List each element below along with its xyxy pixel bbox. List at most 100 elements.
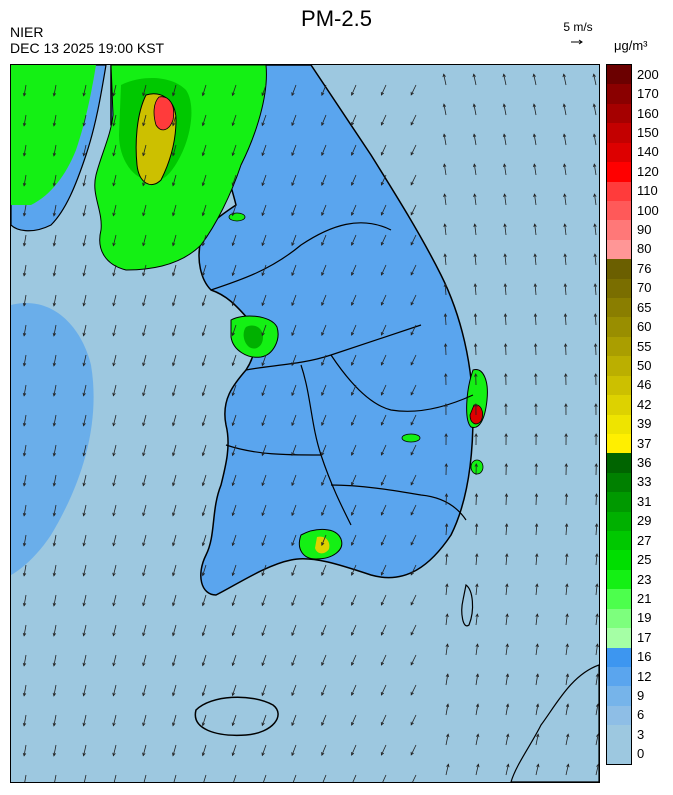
wind-vector-head — [534, 403, 538, 407]
wind-vector-head — [321, 542, 325, 547]
wind-vector-head — [446, 763, 450, 768]
wind-vector-head — [112, 122, 116, 127]
wind-vector — [381, 174, 387, 186]
wind-vector — [595, 614, 598, 626]
wind-vector — [533, 164, 537, 176]
wind-vector — [232, 234, 237, 246]
wind-vector-head — [231, 572, 235, 577]
wind-vector — [53, 504, 57, 516]
wind-vector — [505, 764, 509, 776]
wind-vector — [443, 74, 447, 86]
wind-vector-head — [201, 692, 206, 697]
wind-vector-head — [231, 92, 235, 97]
wind-vector — [410, 534, 417, 546]
wind-vector-head — [502, 73, 506, 78]
wind-vector-head — [533, 343, 538, 347]
wind-vector-head — [562, 133, 567, 138]
wind-vector — [291, 414, 297, 426]
wind-vector — [113, 654, 117, 666]
wind-vector-head — [112, 332, 116, 337]
wind-vector — [475, 493, 477, 506]
wind-vector — [474, 254, 477, 266]
wind-vector-head — [563, 313, 568, 317]
wind-vector — [142, 84, 147, 96]
wind-vector-head — [594, 463, 598, 467]
wind-vector — [505, 493, 507, 506]
wind-vector-head — [142, 182, 146, 187]
wind-vector — [505, 614, 508, 626]
wind-vector-head — [172, 152, 176, 157]
wind-vector — [53, 714, 57, 726]
wind-vector — [410, 594, 417, 606]
wind-vector-head — [52, 602, 57, 607]
wind-vector-head — [380, 331, 385, 336]
legend-swatch — [607, 239, 631, 260]
wind-vector — [410, 744, 417, 756]
legend-label: 60 — [637, 319, 652, 335]
wind-vector-head — [535, 583, 539, 588]
legend-label: 50 — [637, 357, 652, 373]
wind-vector — [113, 414, 117, 426]
wind-vector — [172, 294, 177, 306]
wind-vector-head — [261, 362, 265, 367]
legend-label: 21 — [637, 590, 652, 606]
wind-vector-head — [231, 182, 235, 187]
wind-vector — [23, 144, 27, 156]
wind-vector-head — [443, 223, 447, 228]
legend-label: 76 — [637, 260, 652, 276]
legend-swatch — [607, 414, 631, 435]
wind-vector-head — [351, 632, 355, 636]
wind-vector — [321, 234, 327, 246]
wind-vector — [351, 594, 357, 606]
wind-vector-head — [380, 151, 385, 156]
wind-vector — [232, 114, 237, 126]
legend-swatch — [607, 220, 631, 241]
wind-vector-head — [473, 223, 477, 228]
wind-vector — [83, 744, 87, 756]
wind-vector-head — [112, 572, 116, 577]
wind-vector-head — [321, 662, 325, 667]
wind-vector — [83, 714, 87, 726]
wind-vector-head — [410, 661, 414, 666]
wind-vector-head — [594, 373, 598, 377]
wind-vector — [202, 84, 207, 96]
map-canvas — [11, 65, 599, 782]
wind-vector-head — [535, 643, 539, 648]
wind-vector — [261, 384, 267, 396]
wind-vector — [593, 164, 597, 176]
wind-vector — [83, 204, 87, 216]
wind-vector-head — [22, 602, 27, 607]
wind-vector-head — [172, 182, 176, 187]
wind-vector-head — [52, 482, 57, 487]
wind-vector-head — [380, 421, 385, 426]
wind-vector-head — [22, 752, 27, 757]
wind-vector-head — [142, 572, 146, 577]
wind-vector-head — [231, 272, 235, 277]
wind-vector — [322, 774, 327, 782]
wind-vector — [23, 234, 27, 246]
wind-vector-head — [592, 73, 596, 78]
wind-vector-head — [532, 103, 537, 108]
wind-vector — [172, 504, 177, 516]
wind-vector — [172, 414, 177, 426]
wind-vector — [53, 354, 57, 366]
wind-vector — [202, 534, 207, 546]
wind-vector-head — [321, 92, 325, 97]
wind-vector-head — [112, 92, 116, 97]
wind-vector-head — [172, 392, 176, 397]
legend-swatch — [607, 123, 631, 144]
wind-vector-head — [410, 421, 414, 426]
wind-vector — [503, 134, 507, 146]
wind-vector — [261, 504, 267, 516]
wind-vector-head — [351, 752, 355, 756]
wind-vector — [473, 74, 477, 86]
wind-vector-head — [142, 692, 146, 697]
wind-vector-head — [504, 433, 508, 437]
wind-vector-head — [172, 242, 176, 247]
wind-vector-head — [201, 662, 206, 667]
wind-vector — [23, 714, 27, 726]
wind-vector — [321, 144, 327, 156]
wind-vector-head — [231, 482, 235, 487]
wind-vector-head — [475, 703, 480, 708]
wind-vector-head — [565, 643, 569, 648]
